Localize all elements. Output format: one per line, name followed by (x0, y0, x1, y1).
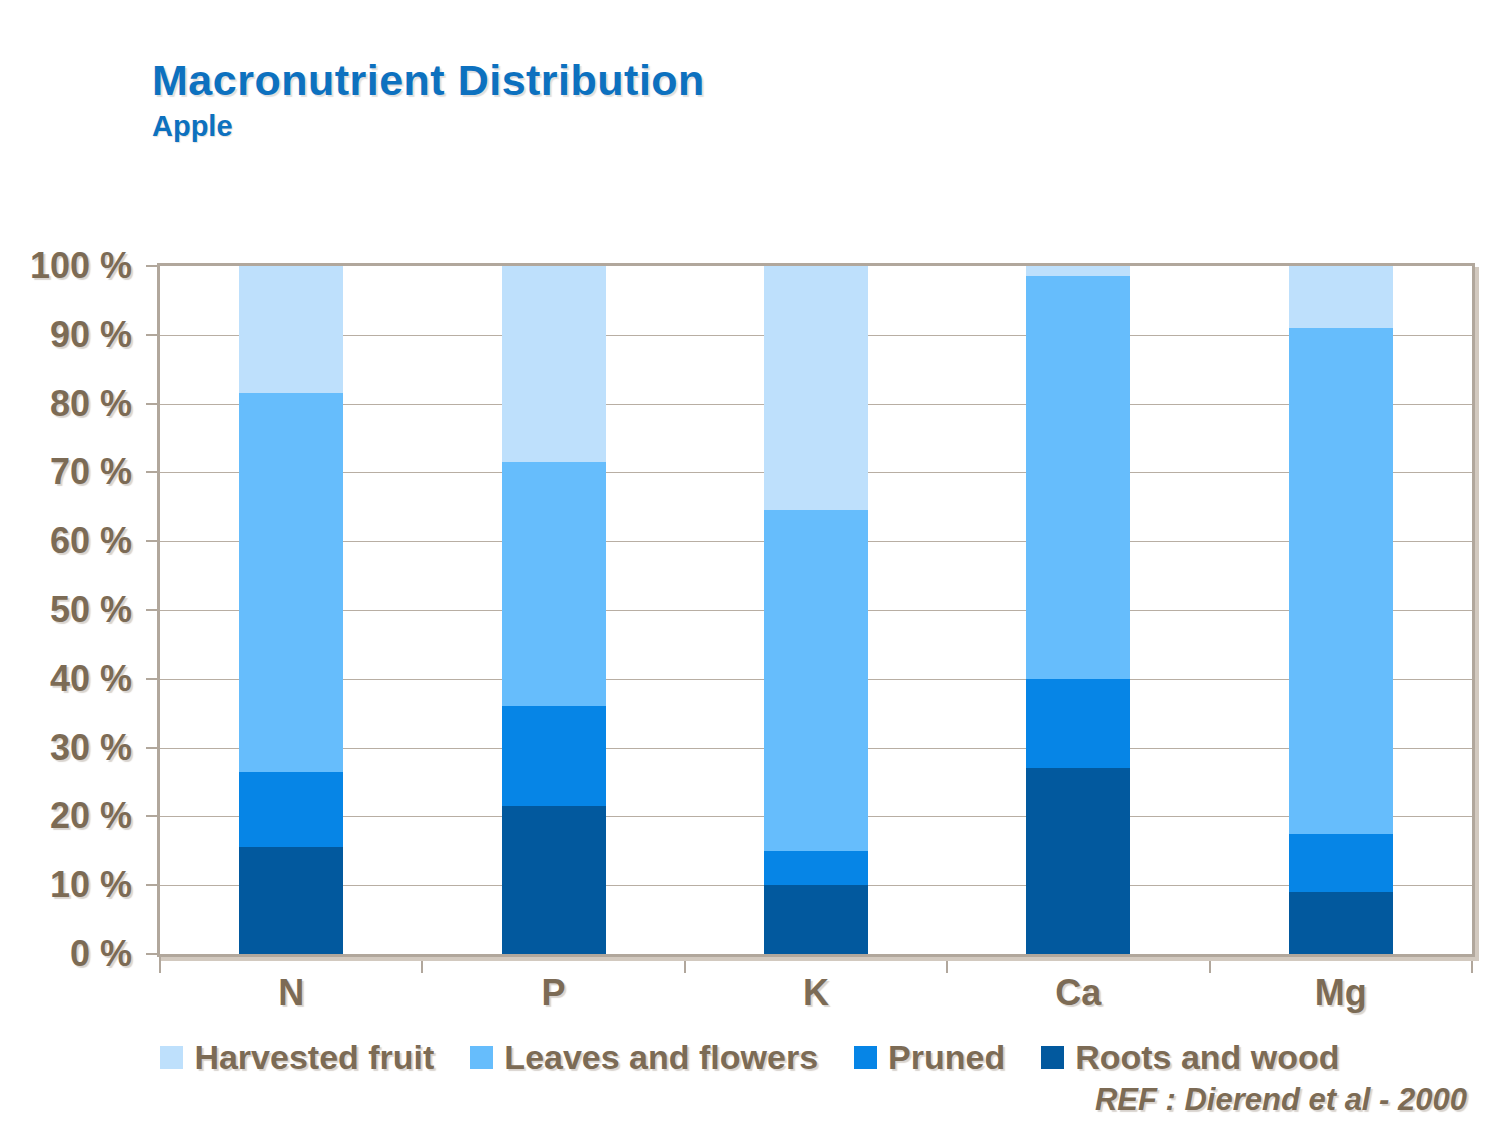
legend-item-roots: Roots and wood (1041, 1038, 1339, 1077)
y-tick-label-0%: 0 % (0, 933, 132, 975)
y-tick-label-100%: 100 % (0, 245, 132, 287)
pruned-swatch-icon (854, 1046, 877, 1069)
bar-segment-harvested-Mg (1289, 266, 1393, 328)
bar-segment-roots-P (502, 806, 606, 954)
bar-segment-leaves-N (239, 393, 343, 771)
bar-segment-leaves-Mg (1289, 328, 1393, 834)
y-axis-tick (146, 609, 158, 611)
plot-area (160, 266, 1472, 954)
y-tick-label-50%: 50 % (0, 589, 132, 631)
bar-segment-roots-K (764, 885, 868, 954)
bar-segment-roots-Mg (1289, 892, 1393, 954)
y-axis-tick (146, 678, 158, 680)
y-tick-label-30%: 30 % (0, 727, 132, 769)
bar-segment-roots-Ca (1026, 768, 1130, 954)
x-axis-tick (1471, 957, 1473, 973)
bar-segment-pruned-K (764, 851, 868, 885)
bar-segment-leaves-K (764, 510, 868, 851)
chart-subtitle: Apple (152, 110, 233, 143)
y-tick-label-70%: 70 % (0, 451, 132, 493)
x-axis-tick (159, 957, 161, 973)
x-axis-tick (946, 957, 948, 973)
legend-label-harvested: Harvested fruit (194, 1038, 434, 1077)
y-tick-label-20%: 20 % (0, 795, 132, 837)
bar-segment-harvested-P (502, 266, 606, 462)
y-tick-label-90%: 90 % (0, 314, 132, 356)
bar-segment-harvested-Ca (1026, 266, 1130, 276)
y-axis-tick (146, 747, 158, 749)
legend-item-harvested: Harvested fruit (160, 1038, 434, 1077)
bar-segment-pruned-N (239, 772, 343, 848)
roots-swatch-icon (1041, 1046, 1064, 1069)
legend: Harvested fruit Leaves and flowers Pruned R… (0, 1038, 1500, 1077)
leaves-swatch-icon (470, 1046, 493, 1069)
legend-label-pruned: Pruned (888, 1038, 1005, 1077)
x-tick-label-N: N (160, 972, 422, 1014)
y-axis-tick (146, 815, 158, 817)
y-axis-tick (146, 265, 158, 267)
y-axis-tick (146, 471, 158, 473)
reference-text: REF : Dierend et al - 2000 (1095, 1082, 1467, 1118)
bar-segment-harvested-K (764, 266, 868, 510)
legend-label-leaves: Leaves and flowers (504, 1038, 818, 1077)
y-axis-tick (146, 403, 158, 405)
legend-item-leaves: Leaves and flowers (470, 1038, 818, 1077)
x-tick-label-K: K (685, 972, 947, 1014)
legend-label-roots: Roots and wood (1075, 1038, 1339, 1077)
bar-segment-pruned-Ca (1026, 679, 1130, 768)
y-tick-label-10%: 10 % (0, 864, 132, 906)
x-tick-label-P: P (422, 972, 684, 1014)
y-axis-tick (146, 884, 158, 886)
y-axis-tick (146, 540, 158, 542)
y-tick-label-80%: 80 % (0, 383, 132, 425)
slide: Macronutrient Distribution Apple 0 % 10 %… (0, 0, 1500, 1125)
y-axis-tick (146, 953, 158, 955)
y-tick-label-60%: 60 % (0, 520, 132, 562)
x-axis-tick (1209, 957, 1211, 973)
legend-item-pruned: Pruned (854, 1038, 1005, 1077)
bar-segment-roots-N (239, 847, 343, 954)
x-axis-tick (421, 957, 423, 973)
x-tick-label-Ca: Ca (947, 972, 1209, 1014)
chart-title: Macronutrient Distribution (152, 56, 705, 105)
bar-segment-pruned-Mg (1289, 834, 1393, 892)
x-axis-tick (684, 957, 686, 973)
bar-segment-harvested-N (239, 266, 343, 393)
y-axis-tick (146, 334, 158, 336)
bar-segment-leaves-P (502, 462, 606, 706)
y-tick-label-40%: 40 % (0, 658, 132, 700)
x-tick-label-Mg: Mg (1210, 972, 1472, 1014)
harvested-swatch-icon (160, 1046, 183, 1069)
bar-segment-pruned-P (502, 706, 606, 806)
bar-segment-leaves-Ca (1026, 276, 1130, 678)
